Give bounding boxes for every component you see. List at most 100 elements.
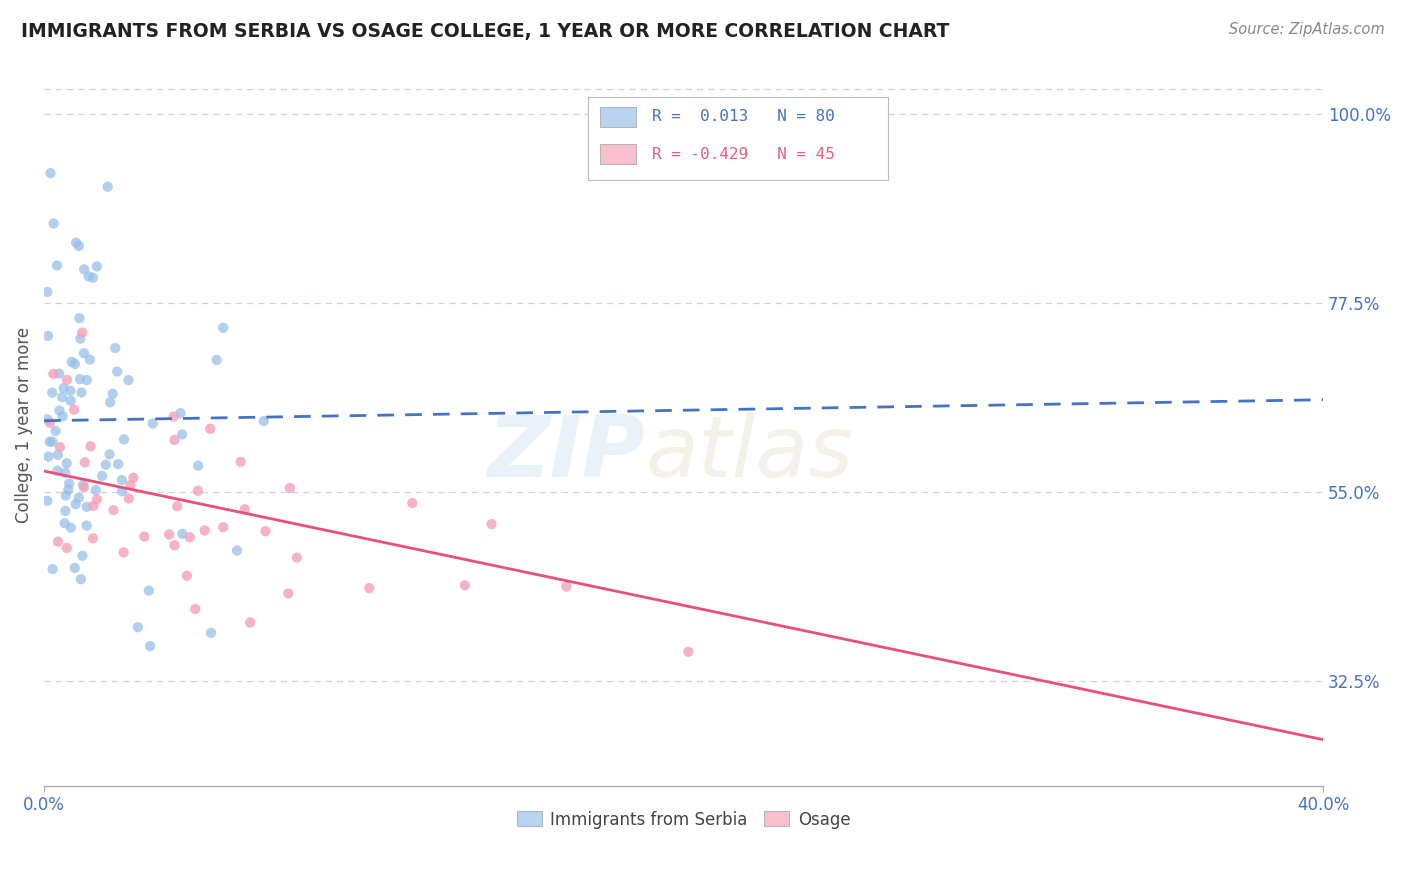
Point <box>253 414 276 428</box>
Point <box>73 346 96 360</box>
Point <box>41 385 63 400</box>
Point <box>53 516 76 531</box>
Point <box>97 179 120 194</box>
Point <box>169 406 191 420</box>
Point <box>107 457 129 471</box>
Point <box>69 372 91 386</box>
Point <box>72 549 94 563</box>
Point <box>59 393 82 408</box>
Text: IMMIGRANTS FROM SERBIA VS OSAGE COLLEGE, 1 YEAR OR MORE CORRELATION CHART: IMMIGRANTS FROM SERBIA VS OSAGE COLLEGE,… <box>21 22 949 41</box>
Point <box>101 386 124 401</box>
Point <box>120 478 142 492</box>
Point <box>63 561 86 575</box>
Bar <box>600 107 637 127</box>
Point <box>60 355 83 369</box>
Point <box>98 395 121 409</box>
Text: Source: ZipAtlas.com: Source: ZipAtlas.com <box>1229 22 1385 37</box>
Point <box>98 447 121 461</box>
Point <box>53 504 76 518</box>
Point <box>67 491 90 505</box>
Point <box>76 500 98 514</box>
Point <box>82 531 104 545</box>
Point <box>122 471 145 485</box>
Point <box>59 384 82 398</box>
Point <box>63 357 86 371</box>
Point <box>118 491 141 506</box>
Point <box>142 417 165 431</box>
Point <box>38 434 60 449</box>
Point <box>58 476 80 491</box>
Point <box>77 269 100 284</box>
Point <box>73 455 96 469</box>
Point <box>277 586 299 600</box>
Point <box>254 524 277 539</box>
Point <box>46 448 69 462</box>
Point <box>166 500 188 514</box>
Point <box>37 329 59 343</box>
Text: R =  0.013   N = 80: R = 0.013 N = 80 <box>651 109 835 124</box>
Point <box>229 455 252 469</box>
Point <box>454 578 477 592</box>
Legend: Immigrants from Serbia, Osage: Immigrants from Serbia, Osage <box>510 804 858 835</box>
Point <box>157 527 180 541</box>
Point <box>48 367 70 381</box>
Text: R = -0.429   N = 45: R = -0.429 N = 45 <box>651 147 835 161</box>
Point <box>52 381 75 395</box>
Point <box>48 403 70 417</box>
Point <box>163 409 186 424</box>
Point <box>42 217 65 231</box>
Point <box>70 326 93 340</box>
Point <box>42 367 65 381</box>
Point <box>82 499 104 513</box>
Point <box>56 373 79 387</box>
Point <box>63 402 86 417</box>
Point <box>112 545 135 559</box>
Point <box>111 473 134 487</box>
Point <box>239 615 262 630</box>
Point <box>51 390 73 404</box>
Point <box>82 270 104 285</box>
Point <box>45 259 67 273</box>
Point <box>117 373 139 387</box>
Point <box>127 620 149 634</box>
Point <box>212 320 235 334</box>
Point <box>65 235 87 250</box>
Point <box>94 458 117 472</box>
Point <box>187 458 209 473</box>
Point <box>359 581 381 595</box>
Point <box>76 373 98 387</box>
Point <box>104 341 127 355</box>
Point <box>70 385 93 400</box>
Point <box>678 645 700 659</box>
Point <box>163 433 186 447</box>
Point <box>37 285 59 299</box>
Point <box>86 492 108 507</box>
Point <box>200 422 222 436</box>
Point <box>278 481 301 495</box>
Point <box>401 496 423 510</box>
Point <box>46 464 69 478</box>
Point <box>45 424 67 438</box>
Point <box>172 427 194 442</box>
Point <box>179 530 201 544</box>
Point <box>53 466 76 480</box>
Point <box>69 332 91 346</box>
Bar <box>600 145 637 164</box>
Point <box>105 365 128 379</box>
Point <box>184 602 207 616</box>
Point <box>555 580 578 594</box>
Point <box>76 518 98 533</box>
Point <box>200 626 222 640</box>
Point <box>172 526 194 541</box>
Point <box>139 639 162 653</box>
Point <box>481 517 503 532</box>
Text: ZIP: ZIP <box>488 412 645 495</box>
Point <box>72 478 94 492</box>
Point <box>37 493 59 508</box>
Point <box>39 416 62 430</box>
Point <box>138 583 160 598</box>
Point <box>65 497 87 511</box>
Y-axis label: College, 1 year or more: College, 1 year or more <box>15 326 32 523</box>
Point <box>49 440 72 454</box>
Point <box>226 543 249 558</box>
